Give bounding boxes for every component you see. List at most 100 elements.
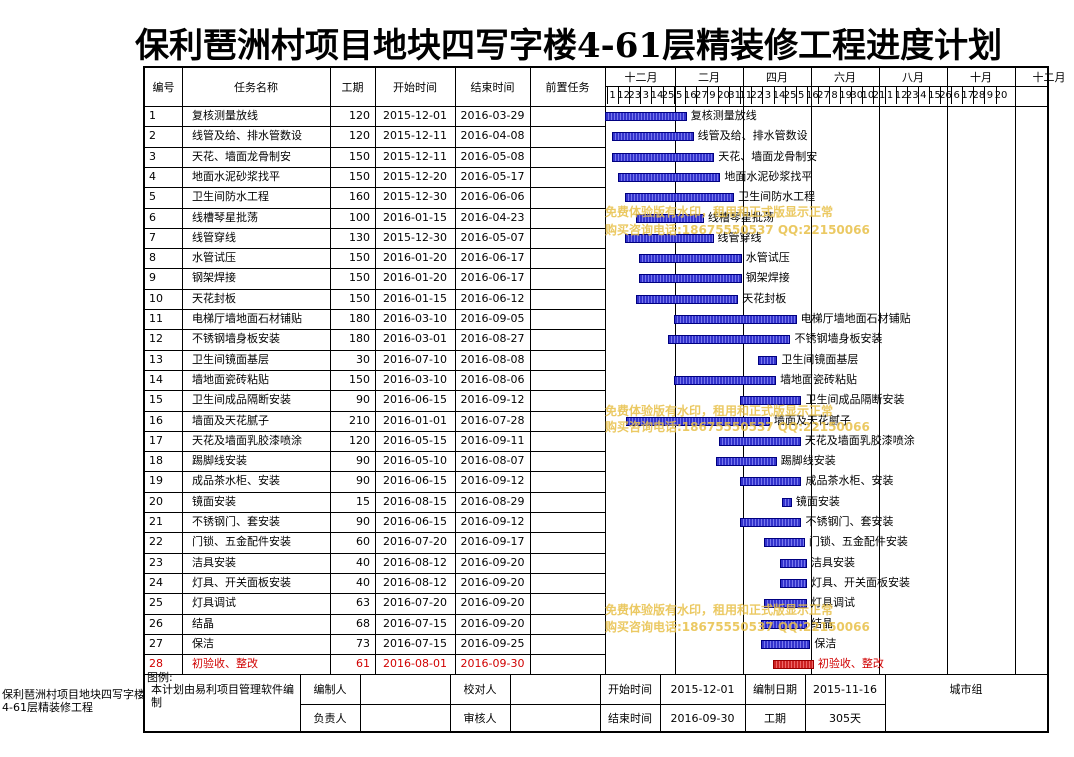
task-start: 2015-12-11	[383, 129, 447, 143]
task-name: 成品茶水柜、安装	[192, 474, 280, 488]
legend-label: 图例:	[147, 671, 173, 685]
gantt-bar-label: 门锁、五金配件安装	[808, 535, 908, 549]
task-name: 地面水泥砂浆找平	[192, 169, 280, 183]
gantt-bar-label: 电梯厅墙地面石材铺贴	[800, 312, 911, 325]
editor-label: 编制人	[313, 683, 347, 697]
gantt-bar	[764, 538, 805, 548]
gantt-bar-label: 线管穿线	[717, 230, 762, 244]
reviewer-label: 审核人	[463, 712, 497, 726]
gantt-bar	[611, 152, 715, 162]
task-id: 27	[149, 636, 163, 650]
gantt-bar-label: 线管及给、排水管数设	[697, 129, 808, 143]
task-name: 踢脚线安装	[192, 454, 247, 468]
gantt-bar	[635, 213, 704, 223]
day-divider	[995, 86, 997, 104]
timeline-day: 25	[661, 89, 675, 101]
task-end: 2016-09-12	[460, 393, 525, 407]
task-end: 2016-09-20	[460, 596, 525, 610]
day-divider	[751, 86, 753, 104]
gantt-bar-label: 洁具安装	[810, 555, 855, 569]
gantt-bar-label: 墙地面瓷砖粘贴	[780, 372, 858, 386]
side-project-label: 保利琶洲村项目地块四写字楼4-61层精装修工程	[2, 688, 145, 714]
task-name: 复核测量放线	[192, 109, 258, 122]
timeline-day: 25	[783, 89, 797, 101]
day-divider	[740, 86, 742, 104]
task-id: 12	[149, 332, 163, 346]
gantt-bar	[740, 518, 802, 527]
gantt-bar-label: 成品茶水柜、安装	[805, 474, 894, 488]
timeline-day: 26	[939, 89, 952, 101]
column-divider	[605, 68, 606, 675]
header-divider	[145, 106, 1047, 107]
task-name: 线槽琴星批荡	[192, 210, 258, 224]
task-start: 2016-01-15	[383, 291, 447, 305]
month-divider	[811, 68, 812, 675]
timeline-day: 20	[994, 89, 1008, 101]
date-value: 2015-11-16	[813, 682, 877, 696]
gantt-bar	[626, 416, 770, 426]
day-divider	[984, 86, 986, 104]
watermark: 购买咨询电话:18675550537 QQ:22150066	[605, 223, 870, 237]
month-divider	[947, 68, 948, 675]
gantt-bar	[673, 375, 777, 385]
gantt-bar-label: 卫生间镜面基层	[781, 352, 859, 366]
timeline-day: 28	[972, 89, 986, 101]
task-duration: 150	[349, 291, 370, 305]
day-divider	[718, 86, 719, 104]
timeline-day: 21	[872, 89, 886, 101]
gantt-bar-label: 初验收、整改	[817, 657, 884, 671]
timeline-day: 1	[609, 89, 616, 101]
task-name: 不锈钢门、套安装	[192, 515, 280, 528]
footer-note: 本计划由易利项目管理软件编制	[151, 683, 294, 710]
task-duration: 68	[356, 616, 370, 630]
page-title: 保利琶洲村项目地块四写字楼4-61层精装修工程进度计划	[135, 26, 1003, 66]
day-divider	[817, 86, 819, 104]
task-start: 2016-03-10	[383, 312, 447, 325]
day-divider	[906, 86, 908, 104]
task-end: 2016-06-17	[460, 251, 525, 265]
task-id: 22	[149, 535, 163, 549]
task-id: 16	[149, 413, 163, 427]
task-end: 2016-06-12	[460, 291, 525, 305]
header-name: 任务名称	[234, 81, 278, 94]
task-end: 2016-09-20	[460, 616, 525, 630]
gantt-bar	[715, 457, 777, 467]
gantt-bar	[760, 619, 807, 629]
task-end: 2016-09-12	[460, 474, 525, 488]
gantt-bar-label: 卫生间防水工程	[738, 190, 816, 204]
task-start: 2016-07-15	[383, 636, 447, 650]
task-id: 17	[149, 433, 163, 447]
day-divider	[784, 86, 786, 104]
column-divider	[330, 68, 331, 675]
timeline-day: 1	[886, 89, 894, 101]
row-divider	[145, 410, 605, 412]
gantt-bar-label: 地面水泥砂浆找平	[724, 169, 813, 183]
task-duration: 30	[356, 352, 370, 366]
gantt-bar-label: 不锈钢墙身板安装	[794, 332, 883, 346]
gantt-bar-label: 线槽琴星批荡	[707, 210, 774, 224]
row-divider	[145, 288, 605, 290]
timeline-day: 16	[805, 89, 819, 101]
timeline-day: 4	[920, 89, 927, 101]
task-start: 2015-12-01	[383, 109, 447, 122]
task-name: 卫生间镜面基层	[192, 352, 269, 366]
group-name: 城市组	[949, 683, 983, 697]
task-name: 线管及给、排水管数设	[192, 129, 302, 143]
task-end: 2016-08-27	[460, 332, 525, 346]
task-duration: 61	[356, 657, 370, 671]
footer-divider	[885, 674, 886, 733]
duration-label: 工期	[764, 712, 786, 726]
checker-label: 校对人	[463, 683, 497, 697]
task-name: 门锁、五金配件安装	[192, 535, 291, 549]
task-end: 2016-07-28	[460, 413, 525, 427]
task-duration: 90	[356, 454, 370, 468]
task-end: 2016-05-17	[460, 169, 525, 183]
gantt-bar-label: 踢脚线安装	[780, 454, 836, 468]
date-label: 编制日期	[753, 683, 797, 697]
task-end: 2016-09-20	[460, 575, 525, 589]
task-duration: 90	[356, 474, 370, 488]
day-divider	[940, 86, 941, 104]
task-end: 2016-09-20	[460, 555, 525, 569]
task-duration: 150	[349, 251, 370, 265]
timeline-day: 5	[675, 89, 683, 101]
